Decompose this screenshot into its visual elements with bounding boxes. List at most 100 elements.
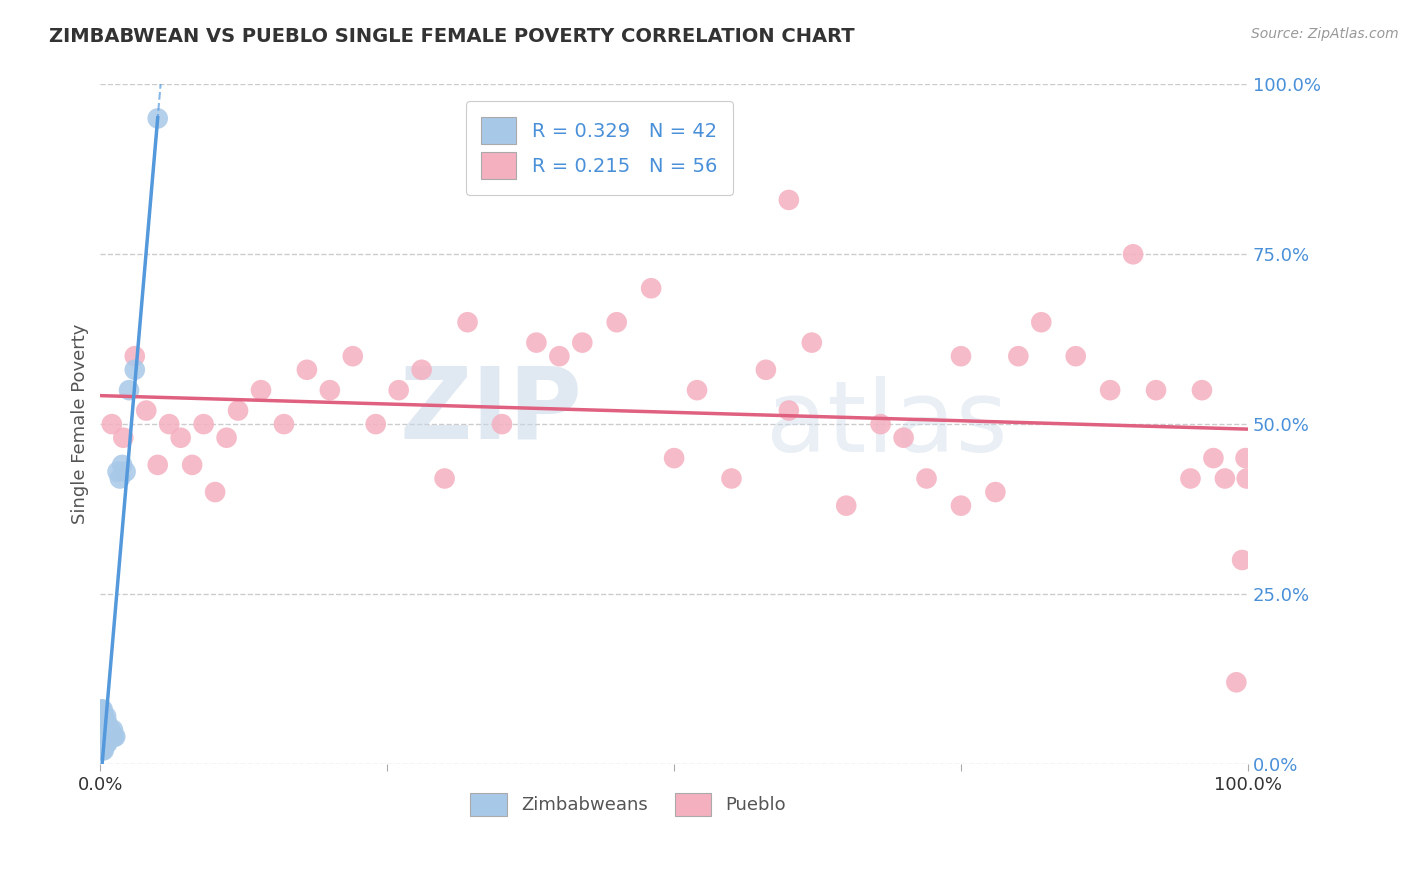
Point <box>101 417 124 431</box>
Point <box>91 736 114 750</box>
Point <box>96 730 118 744</box>
Point <box>1202 451 1225 466</box>
Point <box>91 743 114 757</box>
Point <box>606 315 628 329</box>
Point <box>640 281 662 295</box>
Point <box>94 709 117 723</box>
Y-axis label: Single Female Poverty: Single Female Poverty <box>72 324 89 524</box>
Point <box>98 730 121 744</box>
Point <box>90 743 112 757</box>
Point <box>111 458 134 472</box>
Point <box>101 723 124 737</box>
Text: atlas: atlas <box>766 376 1008 473</box>
Point <box>433 471 456 485</box>
Point <box>91 702 114 716</box>
Point <box>146 458 169 472</box>
Point <box>204 485 226 500</box>
Point <box>250 383 273 397</box>
Point <box>97 730 120 744</box>
Point <box>949 499 972 513</box>
Point <box>571 335 593 350</box>
Point <box>1064 349 1087 363</box>
Point <box>215 431 238 445</box>
Point <box>96 716 118 731</box>
Point <box>835 499 858 513</box>
Point <box>107 465 129 479</box>
Point <box>112 431 135 445</box>
Point <box>97 723 120 737</box>
Point <box>94 736 117 750</box>
Point <box>949 349 972 363</box>
Point <box>90 702 112 716</box>
Point <box>491 417 513 431</box>
Point <box>193 417 215 431</box>
Point <box>778 403 800 417</box>
Point <box>984 485 1007 500</box>
Point <box>364 417 387 431</box>
Point <box>94 716 117 731</box>
Point <box>114 465 136 479</box>
Point <box>124 349 146 363</box>
Point <box>778 193 800 207</box>
Point <box>526 335 548 350</box>
Point <box>93 723 115 737</box>
Point <box>181 458 204 472</box>
Point <box>411 363 433 377</box>
Point <box>103 730 125 744</box>
Point <box>124 363 146 377</box>
Point <box>1225 675 1247 690</box>
Point <box>915 471 938 485</box>
Point <box>96 736 118 750</box>
Point <box>1213 471 1236 485</box>
Point <box>100 723 122 737</box>
Point <box>755 363 778 377</box>
Point <box>720 471 742 485</box>
Point <box>273 417 295 431</box>
Point <box>93 716 115 731</box>
Point <box>893 431 915 445</box>
Point <box>1144 383 1167 397</box>
Point <box>104 730 127 744</box>
Point <box>93 736 115 750</box>
Point <box>686 383 709 397</box>
Point <box>108 471 131 485</box>
Point <box>91 730 114 744</box>
Point <box>800 335 823 350</box>
Point <box>94 723 117 737</box>
Point <box>1236 471 1258 485</box>
Point <box>93 743 115 757</box>
Point <box>94 730 117 744</box>
Text: Source: ZipAtlas.com: Source: ZipAtlas.com <box>1251 27 1399 41</box>
Point <box>94 736 117 750</box>
Point <box>101 730 124 744</box>
Point <box>662 451 685 466</box>
Point <box>342 349 364 363</box>
Point <box>90 709 112 723</box>
Point <box>319 383 342 397</box>
Point <box>295 363 318 377</box>
Point <box>94 730 117 744</box>
Point <box>548 349 571 363</box>
Point <box>90 730 112 744</box>
Point <box>1007 349 1029 363</box>
Point <box>90 723 112 737</box>
Point <box>457 315 479 329</box>
Point <box>94 723 117 737</box>
Text: ZIP: ZIP <box>399 362 582 459</box>
Point <box>1122 247 1144 261</box>
Point <box>93 709 115 723</box>
Point <box>170 431 193 445</box>
Point <box>1234 451 1257 466</box>
Point <box>1180 471 1202 485</box>
Text: ZIMBABWEAN VS PUEBLO SINGLE FEMALE POVERTY CORRELATION CHART: ZIMBABWEAN VS PUEBLO SINGLE FEMALE POVER… <box>49 27 855 45</box>
Point <box>91 723 114 737</box>
Point <box>1099 383 1122 397</box>
Point <box>146 112 169 126</box>
Point <box>869 417 891 431</box>
Point <box>1031 315 1053 329</box>
Point <box>1230 553 1253 567</box>
Point <box>91 716 114 731</box>
Point <box>135 403 157 417</box>
Point <box>118 383 141 397</box>
Point <box>1191 383 1213 397</box>
